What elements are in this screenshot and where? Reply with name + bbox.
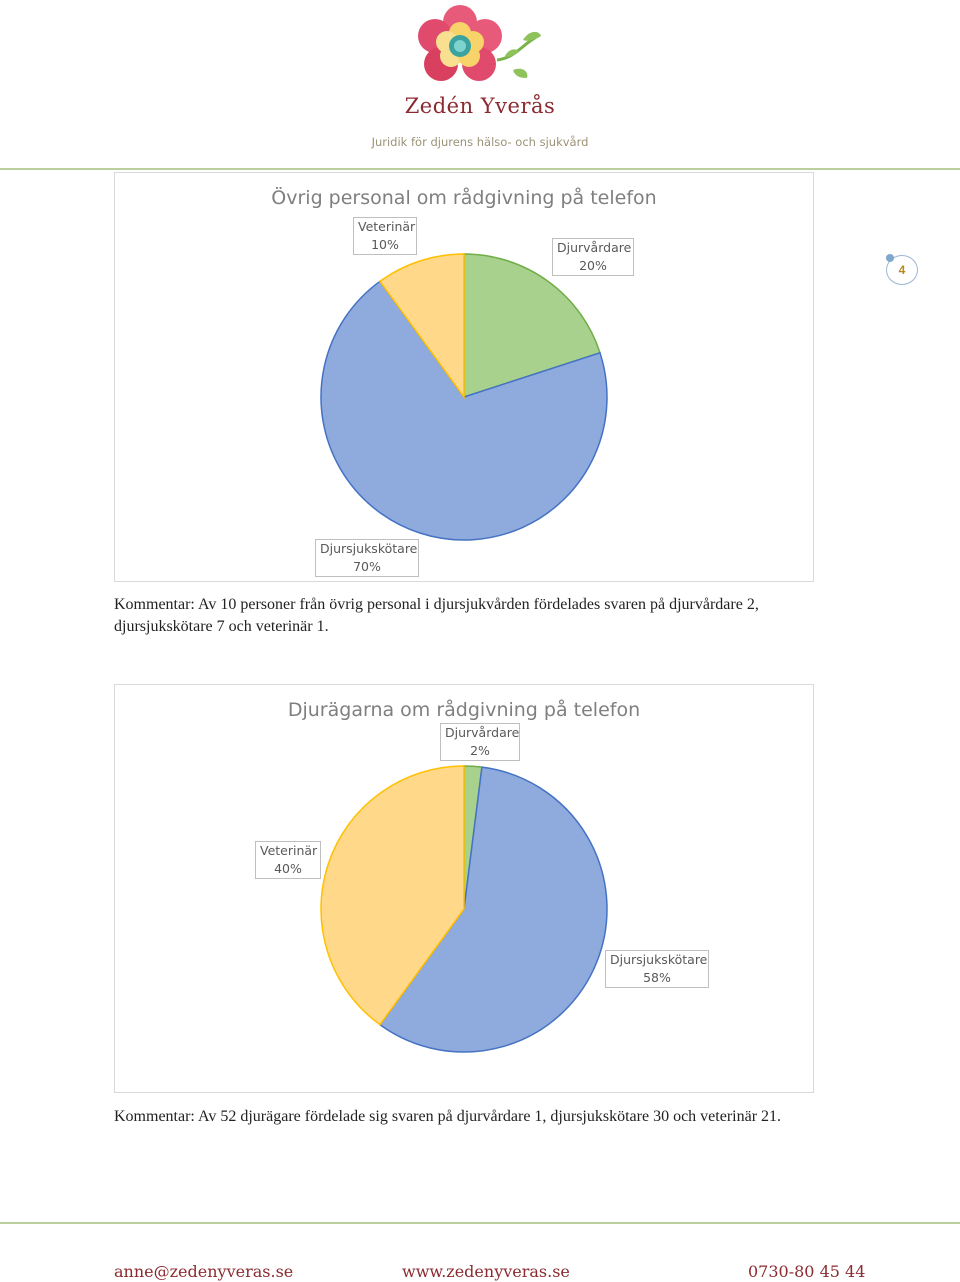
data-label-value: 58% [643,970,671,985]
pie-chart-owners: Djurägarna om rådgivning på telefon Djur… [114,684,814,1093]
data-label-value: 20% [579,258,607,273]
data-label-value: 10% [371,237,399,252]
pie-slice-veterin-r [320,765,465,1026]
pie-slice-djurv-rdare [463,253,601,399]
data-label-veterinar: Veterinär 40% [255,841,321,879]
chart-title: Övrig personal om rådgivning på telefon [271,187,657,209]
data-label-value: 70% [353,559,381,574]
pie-slice-veterin-r [378,253,465,400]
page-header: Zedén Yverås Juridik för djurens hälso- … [0,0,960,160]
data-label-value: 2% [470,743,490,758]
data-label-name: Djurvårdare [445,725,520,740]
footer-divider [0,1222,960,1224]
page-badge-dot [886,254,894,262]
chart-title: Djurägarna om rådgivning på telefon [287,699,641,721]
data-label-djursjukskotare: Djursjukskötare 58% [605,950,709,988]
page-number-badge: 4 [886,255,918,285]
footer-email-link[interactable]: anne@zedenyveras.se [114,1262,294,1281]
data-label-name: Djursjukskötare [320,541,418,556]
data-label-value: 40% [274,861,302,876]
pie-chart-svg [320,765,608,1053]
data-label-name: Djurvårdare [557,240,632,255]
data-label-djursjukskotare: Djursjukskötare 70% [315,539,419,577]
footer-phone: 0730-80 45 44 [748,1262,866,1281]
data-label-veterinar: Veterinär 10% [353,217,417,255]
data-label-name: Veterinär [358,219,416,234]
tagline: Juridik för djurens hälso- och sjukvård [371,135,589,149]
data-label-djurvardare: Djurvårdare 2% [440,723,520,761]
pie-chart-svg [320,253,608,541]
brand-name: Zedén Yverås [404,94,556,118]
comment-staff: Kommentar: Av 10 personer från övrig per… [114,596,759,635]
footer-website-link[interactable]: www.zedenyveras.se [402,1262,570,1281]
flower-logo-icon [418,5,541,81]
pie-slice-djursjuksk-tare [378,766,608,1053]
data-label-name: Djursjukskötare [610,952,708,967]
pie-slice-djursjuksk-tare [320,280,608,541]
header-divider [0,168,960,170]
data-label-djurvardare: Djurvårdare 20% [552,238,634,276]
data-label-name: Veterinär [260,843,318,858]
pie-chart-staff: Övrig personal om rådgivning på telefon … [114,172,814,582]
comment-owners: Kommentar: Av 52 djurägare fördelade sig… [114,1108,782,1125]
